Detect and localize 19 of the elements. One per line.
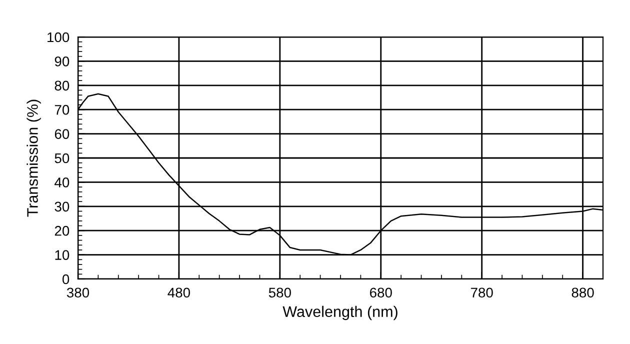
y-tick-label: 70 — [54, 104, 70, 115]
y-tick-label: 20 — [54, 226, 70, 236]
y-tick-label: 30 — [54, 202, 70, 212]
x-tick-label: 380 — [66, 288, 90, 298]
x-tick-label: 780 — [470, 288, 493, 298]
y-tick-label: 80 — [54, 80, 70, 91]
x-tick-label: 480 — [168, 288, 190, 298]
y-tick-label: 10 — [55, 250, 70, 260]
x-tick-label: 880 — [572, 288, 594, 298]
x-tick-label: 680 — [370, 288, 392, 298]
y-axis-title: Transmission (%) — [26, 100, 41, 217]
x-tick-label: 580 — [268, 288, 291, 298]
y-tick-label: 90 — [54, 56, 70, 66]
y-tick-label: 100 — [48, 32, 70, 42]
y-tick-label: 60 — [54, 129, 70, 139]
x-axis-title: Wavelength (nm) — [282, 306, 398, 320]
y-tick-label: 50 — [54, 153, 70, 164]
y-tick-label: 0 — [62, 274, 70, 284]
y-tick-label: 40 — [54, 178, 70, 188]
